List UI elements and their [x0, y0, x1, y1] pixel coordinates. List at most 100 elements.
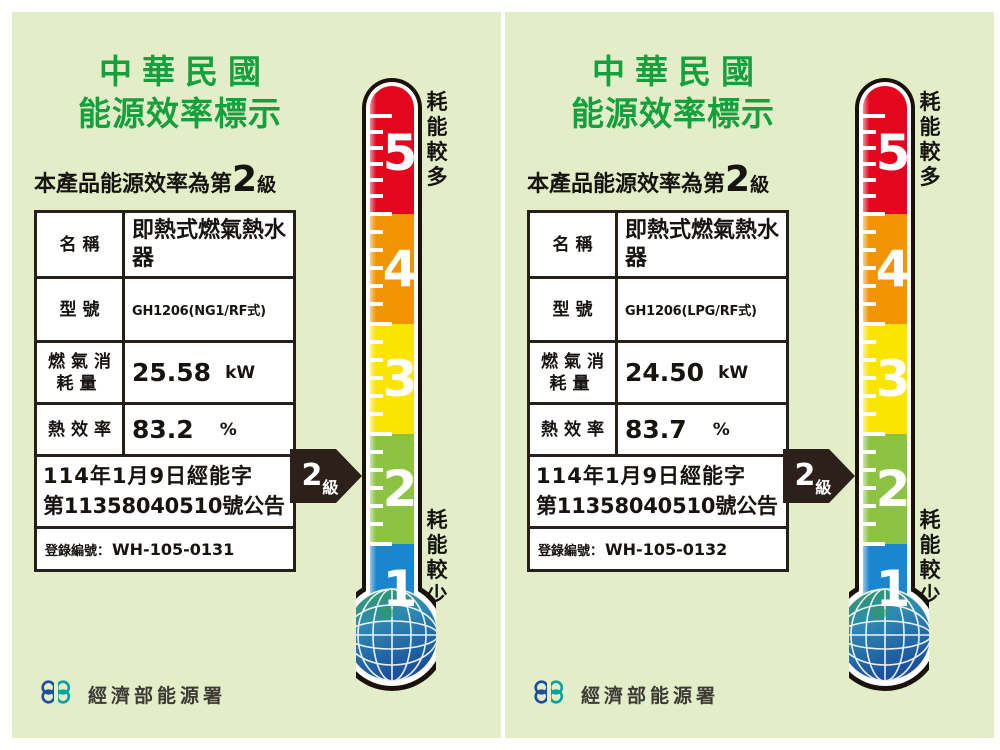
announcement-cell: 114年1月9日經能字 第11358040510號公告 — [530, 457, 784, 526]
spec-key-gas-consumption-text: 燃氣消耗量 — [48, 351, 117, 394]
gauge-caption-high-text: 耗能較多 — [426, 90, 448, 189]
spec-key-model-text: 型號 — [59, 299, 106, 320]
registration-label: 登錄編號： — [45, 543, 111, 559]
spec-value-name-text: 即熱式燃氣熱水器 — [625, 217, 780, 271]
table-row: 114年1月9日經能字 第11358040510號公告 — [37, 457, 293, 529]
label-header: 中華民國 能源效率標示 — [30, 52, 330, 134]
spec-value-model: GH1206(NG1/RF式) — [125, 279, 293, 340]
table-row: 名稱 即熱式燃氣熱水器 — [530, 213, 786, 279]
spec-value-name: 即熱式燃氣熱水器 — [125, 213, 293, 276]
table-row: 熱效率 83.7 % — [530, 405, 786, 457]
gauge-caption-low: 耗能較少 — [917, 508, 943, 608]
spec-value-gas-consumption-unit: kW — [718, 362, 749, 383]
spec-value-thermal-efficiency-number: 83.7 — [625, 415, 687, 444]
spec-key-name: 名稱 — [37, 213, 125, 276]
energy-administration-logo-icon — [533, 680, 567, 708]
spec-value-gas-consumption: 25.58 kW — [125, 343, 293, 402]
svg-text:4: 4 — [876, 240, 911, 298]
registration-cell: 登錄編號： WH-105-0132 — [530, 529, 735, 569]
table-row: 燃氣消耗量 25.58 kW — [37, 343, 293, 405]
announcement-line-1: 114年1月9日經能字 — [536, 464, 747, 488]
spec-key-thermal-efficiency-text: 熱效率 — [48, 419, 117, 440]
grade-sentence: 本產品能源效率為第2級 — [34, 162, 334, 198]
spec-key-gas-consumption: 燃氣消耗量 — [37, 343, 125, 402]
spec-value-model-text: GH1206(NG1/RF式) — [132, 304, 266, 319]
ministry-footer-text: 經濟部能源署 — [88, 684, 227, 707]
registration-value: WH-105-0131 — [112, 539, 235, 559]
grade-pointer-suffix: 級 — [815, 478, 832, 497]
efficiency-thermometer: 5 4 3 2 1 — [336, 70, 448, 700]
spec-value-gas-consumption-number: 24.50 — [625, 358, 705, 387]
svg-text:5: 5 — [383, 124, 418, 182]
announcement-line-2: 第11358040510號公告 — [536, 494, 778, 518]
spec-value-name: 即熱式燃氣熱水器 — [618, 213, 786, 276]
gauge-caption-high: 耗能較多 — [917, 90, 943, 190]
spec-value-name-text: 即熱式燃氣熱水器 — [132, 217, 287, 271]
svg-text:3: 3 — [876, 350, 911, 408]
spec-table: 名稱 即熱式燃氣熱水器 型號 GH1206(LPG/RF式) 燃氣消耗量 24.… — [527, 210, 789, 572]
svg-text:2: 2 — [876, 460, 911, 518]
spec-value-thermal-efficiency-number: 83.2 — [132, 415, 194, 444]
header-line-1: 中華民國 — [592, 52, 764, 91]
grade-sentence-prefix: 本產品能源效率為第 — [34, 172, 233, 197]
spec-key-name-text: 名稱 — [552, 234, 599, 255]
table-row: 登錄編號： WH-105-0132 — [530, 529, 786, 569]
grade-pointer-number: 2 — [794, 458, 816, 493]
spec-value-thermal-efficiency: 83.2 % — [125, 405, 293, 454]
table-row: 名稱 即熱式燃氣熱水器 — [37, 213, 293, 279]
spec-key-name: 名稱 — [530, 213, 618, 276]
spec-key-thermal-efficiency: 熱效率 — [530, 405, 618, 454]
energy-label-right: 中華民國 能源效率標示 本產品能源效率為第2級 名稱 即熱式燃氣熱水器 型號 G… — [505, 12, 994, 738]
gauge-caption-high: 耗能較多 — [424, 90, 450, 190]
energy-label-left: 中華民國 能源效率標示 本產品能源效率為第2級 名稱 即熱式燃氣熱水器 型號 G… — [12, 12, 501, 738]
ministry-footer: 經濟部能源署 — [533, 680, 719, 708]
spec-table: 名稱 即熱式燃氣熱水器 型號 GH1206(NG1/RF式) 燃氣消耗量 25.… — [34, 210, 296, 572]
table-row: 登錄編號： WH-105-0131 — [37, 529, 293, 569]
ministry-footer-text: 經濟部能源署 — [581, 684, 720, 707]
spec-key-gas-consumption: 燃氣消耗量 — [530, 343, 618, 402]
announcement-line-2: 第11358040510號公告 — [43, 494, 285, 518]
table-row: 燃氣消耗量 24.50 kW — [530, 343, 786, 405]
spec-value-thermal-efficiency: 83.7 % — [618, 405, 786, 454]
label-header: 中華民國 能源效率標示 — [523, 52, 823, 134]
gauge-caption-low-text: 耗能較少 — [426, 508, 448, 607]
grade-sentence: 本產品能源效率為第2級 — [527, 162, 827, 198]
spec-key-model-text: 型號 — [552, 299, 599, 320]
registration-value: WH-105-0132 — [605, 539, 728, 559]
announcement-line-1: 114年1月9日經能字 — [43, 464, 254, 488]
gauge-caption-low: 耗能較少 — [424, 508, 450, 608]
table-row: 型號 GH1206(LPG/RF式) — [530, 279, 786, 343]
table-row: 型號 GH1206(NG1/RF式) — [37, 279, 293, 343]
spec-value-gas-consumption-unit: kW — [225, 362, 256, 383]
grade-sentence-prefix: 本產品能源效率為第 — [527, 172, 726, 197]
registration-cell: 登錄編號： WH-105-0131 — [37, 529, 242, 569]
spec-key-name-text: 名稱 — [59, 234, 106, 255]
svg-text:4: 4 — [383, 240, 418, 298]
grade-sentence-suffix: 級 — [750, 174, 770, 196]
spec-value-thermal-efficiency-unit: % — [219, 419, 237, 440]
spec-key-model: 型號 — [530, 279, 618, 340]
spec-key-gas-consumption-text: 燃氣消耗量 — [541, 351, 610, 394]
gauge-caption-high-text: 耗能較多 — [919, 90, 941, 189]
spec-key-model: 型號 — [37, 279, 125, 340]
table-row: 熱效率 83.2 % — [37, 405, 293, 457]
svg-text:3: 3 — [383, 350, 418, 408]
energy-administration-logo-icon — [40, 680, 74, 708]
spec-value-gas-consumption: 24.50 kW — [618, 343, 786, 402]
svg-text:5: 5 — [876, 124, 911, 182]
ministry-footer: 經濟部能源署 — [40, 680, 226, 708]
efficiency-thermometer: 5 4 3 2 1 — [829, 70, 941, 700]
grade-pointer-suffix: 級 — [322, 478, 339, 497]
svg-text:1: 1 — [383, 560, 418, 618]
spec-value-model: GH1206(LPG/RF式) — [618, 279, 786, 340]
grade-sentence-number: 2 — [232, 159, 258, 200]
spec-value-gas-consumption-number: 25.58 — [132, 358, 212, 387]
grade-pointer-number: 2 — [301, 458, 323, 493]
spec-key-thermal-efficiency: 熱效率 — [37, 405, 125, 454]
header-line-2: 能源效率標示 — [78, 94, 282, 133]
